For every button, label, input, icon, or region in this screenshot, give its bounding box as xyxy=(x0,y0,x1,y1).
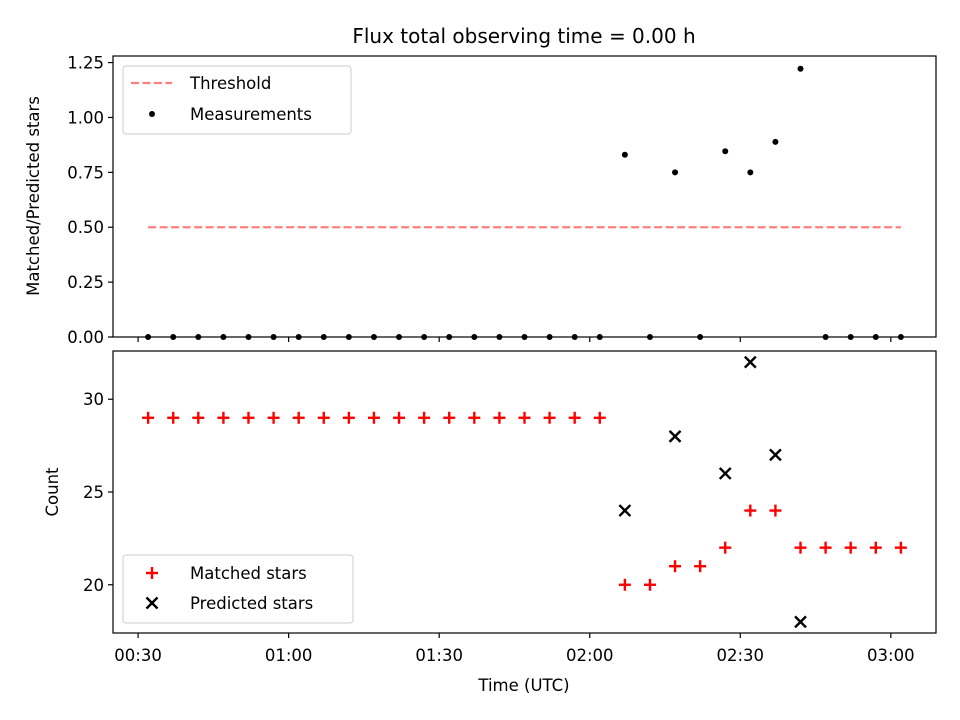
top-y-tick-label: 0.50 xyxy=(67,218,104,237)
legend-matched-label: Matched stars xyxy=(190,564,307,583)
measurement-point xyxy=(797,65,804,72)
top-y-tick-label: 0.00 xyxy=(67,328,104,347)
legend-box xyxy=(122,554,354,624)
matched-star-point xyxy=(142,411,155,424)
legend-measurements-label: Measurements xyxy=(190,105,312,124)
legend-matched-swatch xyxy=(146,567,158,579)
matched-star-point xyxy=(192,411,205,424)
measurement-point xyxy=(772,138,779,145)
matched-star-point xyxy=(242,411,255,424)
matched-star-point xyxy=(267,411,280,424)
bottom-plot-marks xyxy=(142,355,907,629)
predicted-star-point xyxy=(618,504,632,517)
matched-star-point xyxy=(367,411,380,424)
predicted-star-point xyxy=(668,429,682,443)
top-y-tick-label: 0.25 xyxy=(67,273,104,292)
matched-star-point xyxy=(317,411,330,424)
predicted-star-point xyxy=(718,467,732,480)
predicted-star-point xyxy=(769,448,782,462)
matched-star-point xyxy=(568,411,581,424)
matched-star-point xyxy=(669,560,682,573)
top-y-ticks: 0.00 0.25 0.50 0.75 1.00 1.25 xyxy=(67,54,113,347)
top-x-ticks xyxy=(137,337,892,342)
matched-star-point xyxy=(769,504,782,517)
matched-star-point xyxy=(418,411,431,424)
measurement-point xyxy=(747,169,754,176)
top-y-axis-label: Matched/Predicted stars xyxy=(24,96,43,296)
bottom-y-axis-label: Count xyxy=(43,467,62,517)
matched-star-point xyxy=(518,411,531,424)
matched-star-point xyxy=(292,411,305,424)
legend-box xyxy=(122,65,352,135)
predicted-star-point xyxy=(743,355,757,369)
x-tick-label: 00:30 xyxy=(114,646,162,665)
measurement-point xyxy=(621,151,628,158)
matched-star-point xyxy=(744,504,757,517)
matched-star-point xyxy=(894,541,907,554)
matched-star-point xyxy=(217,411,230,424)
measurement-point xyxy=(722,148,729,155)
matched-star-point xyxy=(869,541,882,554)
predicted-star-point xyxy=(794,615,807,629)
matched-star-point xyxy=(643,578,656,591)
bottom-y-ticks: 20 25 30 xyxy=(83,390,113,595)
matched-star-point xyxy=(844,541,857,554)
bottom-y-tick-label: 30 xyxy=(83,390,104,409)
bottom-panel: 20 25 30 00:30 01:00 01:30 02:00 02:30 03:00 Co… xyxy=(43,350,937,695)
bottom-x-ticks: 00:30 01:00 01:30 02:00 02:30 03:00 xyxy=(114,633,915,665)
top-axes-frame xyxy=(112,55,937,338)
matched-star-point xyxy=(342,411,355,424)
matched-star-point xyxy=(618,578,631,591)
matched-star-point xyxy=(819,541,832,554)
x-tick-label: 01:00 xyxy=(265,646,313,665)
top-panel: 0.00 0.25 0.50 0.75 1.00 1.25 Matched/Predict… xyxy=(24,54,937,347)
matched-star-point xyxy=(719,541,732,554)
matched-star-point xyxy=(393,411,406,424)
x-tick-label: 03:00 xyxy=(867,646,915,665)
legend-predicted-swatch xyxy=(145,596,159,610)
matched-star-point xyxy=(443,411,456,424)
legend-predicted-label: Predicted stars xyxy=(190,594,313,613)
legend-threshold-label: Threshold xyxy=(189,74,271,93)
x-tick-label: 02:00 xyxy=(566,646,614,665)
x-axis-label: Time (UTC) xyxy=(477,676,569,695)
matched-star-point xyxy=(468,411,481,424)
bottom-legend: Matched stars Predicted stars xyxy=(122,554,354,624)
bottom-y-tick-label: 25 xyxy=(83,483,104,502)
matched-star-point xyxy=(167,411,180,424)
matched-star-point xyxy=(493,411,506,424)
bottom-y-tick-label: 20 xyxy=(83,576,104,595)
measurement-point xyxy=(672,169,679,176)
top-legend: Threshold Measurements xyxy=(122,65,352,135)
legend-measurements-swatch xyxy=(149,111,155,117)
matched-star-point xyxy=(694,560,707,573)
matched-star-point xyxy=(794,541,807,554)
chart-title: Flux total observing time = 0.00 h xyxy=(352,24,695,48)
matched-star-point xyxy=(543,411,556,424)
top-y-tick-label: 0.75 xyxy=(67,163,104,182)
x-tick-label: 01:30 xyxy=(415,646,463,665)
top-y-tick-label: 1.00 xyxy=(67,108,104,127)
top-y-tick-label: 1.25 xyxy=(67,54,104,73)
matched-star-point xyxy=(593,411,606,424)
x-tick-label: 02:30 xyxy=(717,646,765,665)
